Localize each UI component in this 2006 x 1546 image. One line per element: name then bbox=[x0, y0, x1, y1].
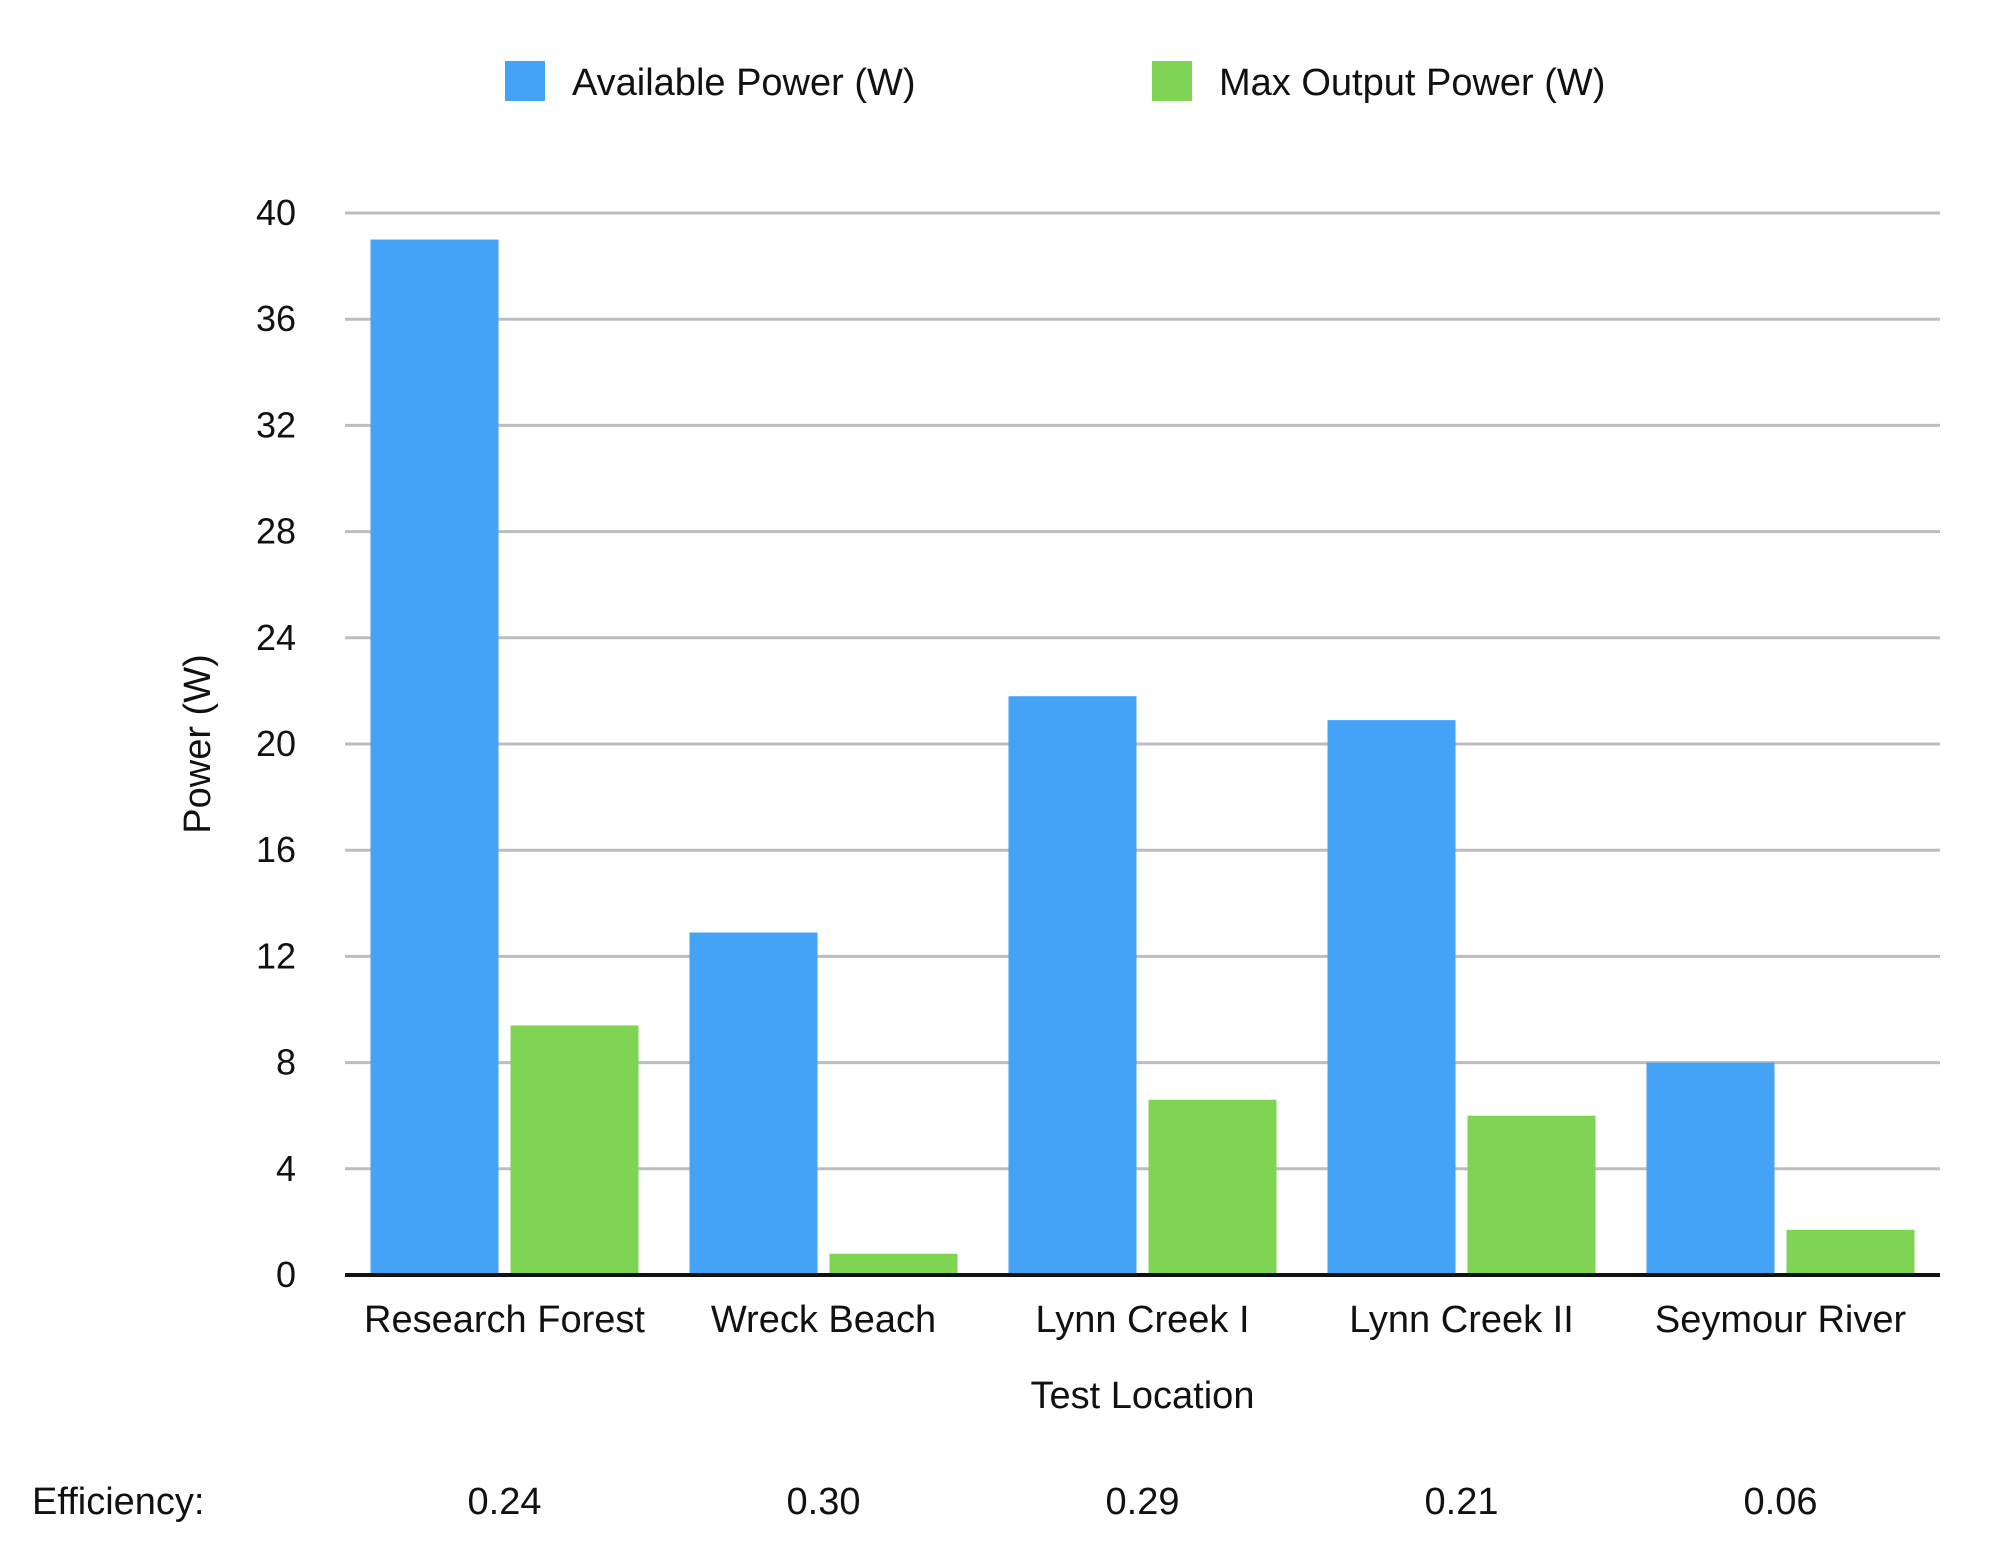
legend: Available Power (W) Max Output Power (W) bbox=[505, 61, 1605, 104]
y-axis-title: Power (W) bbox=[177, 654, 219, 833]
bar-available-power bbox=[689, 932, 818, 1275]
bar-max-output-power bbox=[1148, 1099, 1277, 1275]
y-tick-label: 8 bbox=[276, 1042, 296, 1083]
x-tick-label: Wreck Beach bbox=[711, 1299, 936, 1341]
y-tick-label: 32 bbox=[256, 404, 296, 445]
y-tick-label: 40 bbox=[256, 192, 296, 233]
y-tick-label: 0 bbox=[276, 1254, 296, 1295]
efficiency-value: 0.21 bbox=[1425, 1481, 1499, 1523]
bar-max-output-power bbox=[510, 1025, 639, 1275]
x-tick-label: Lynn Creek I bbox=[1035, 1299, 1249, 1341]
efficiency-label: Efficiency: bbox=[32, 1481, 204, 1523]
x-tick-label: Lynn Creek II bbox=[1349, 1299, 1574, 1341]
bar-available-power bbox=[1327, 720, 1456, 1275]
legend-swatch bbox=[1152, 61, 1192, 101]
efficiency-value: 0.24 bbox=[468, 1481, 542, 1523]
bar-max-output-power bbox=[829, 1253, 958, 1275]
efficiency-row: Efficiency: 0.24 0.30 0.29 0.21 0.06 bbox=[32, 1481, 1817, 1523]
legend-swatch bbox=[505, 61, 545, 101]
efficiency-value: 0.30 bbox=[787, 1481, 861, 1523]
bar-max-output-power bbox=[1786, 1229, 1915, 1275]
bar-available-power bbox=[1008, 696, 1137, 1275]
bar-available-power bbox=[1646, 1062, 1775, 1275]
y-tick-label: 24 bbox=[256, 617, 296, 658]
efficiency-value: 0.06 bbox=[1744, 1481, 1818, 1523]
y-tick-label: 20 bbox=[256, 723, 296, 764]
y-tick-label: 36 bbox=[256, 298, 296, 339]
y-tick-label: 16 bbox=[256, 829, 296, 870]
x-axis-title: Test Location bbox=[1031, 1375, 1255, 1417]
x-axis-ticks: Research Forest Wreck Beach Lynn Creek I Ly… bbox=[364, 1299, 1906, 1341]
x-tick-label: Seymour River bbox=[1655, 1299, 1907, 1341]
efficiency-value: 0.29 bbox=[1106, 1481, 1180, 1523]
y-tick-label: 12 bbox=[256, 935, 296, 976]
bar-max-output-power bbox=[1467, 1115, 1596, 1275]
bar-available-power bbox=[370, 239, 499, 1275]
bars bbox=[370, 239, 1915, 1275]
legend-label: Max Output Power (W) bbox=[1219, 62, 1605, 104]
y-axis-ticks: 0 4 8 12 16 20 24 28 32 36 40 bbox=[256, 192, 296, 1295]
x-tick-label: Research Forest bbox=[364, 1299, 645, 1341]
y-tick-label: 4 bbox=[276, 1148, 296, 1189]
legend-label: Available Power (W) bbox=[572, 62, 916, 104]
y-tick-label: 28 bbox=[256, 511, 296, 552]
